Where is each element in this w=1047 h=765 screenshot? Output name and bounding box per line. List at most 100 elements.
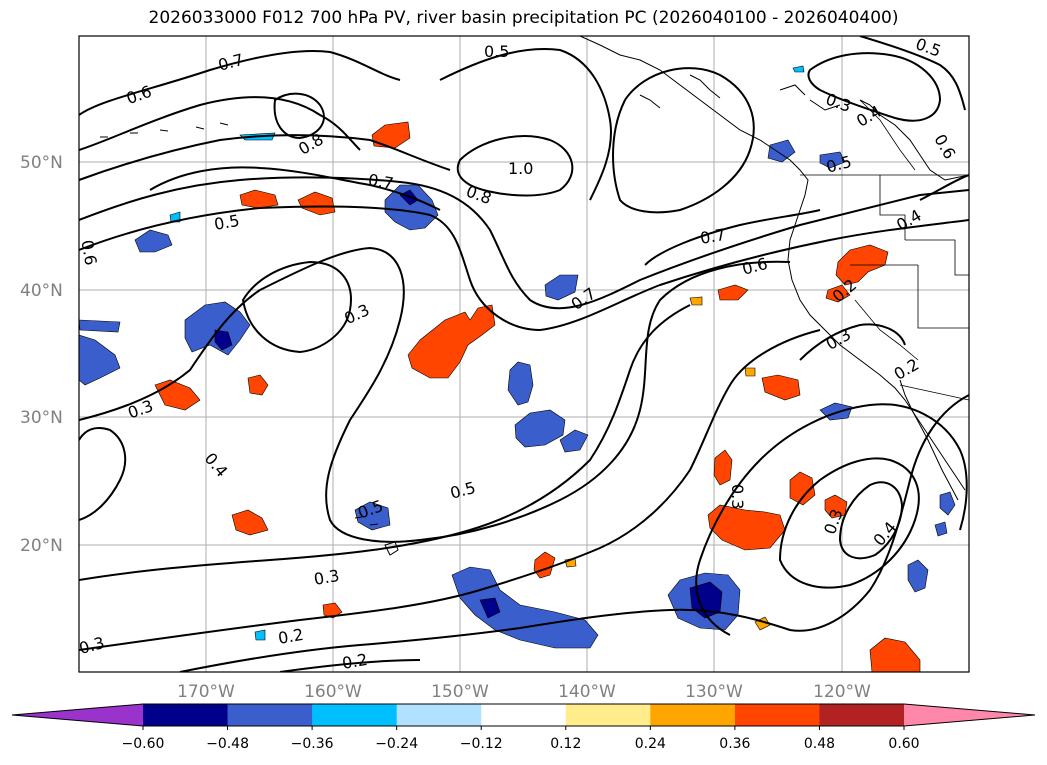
map-title: 2026033000 F012 700 hPa PV, river basin … xyxy=(148,8,899,28)
precip-negative-blob xyxy=(514,409,566,448)
precip-negative-blob xyxy=(169,211,181,223)
precip-positive-blob xyxy=(789,471,816,506)
lon-label-120w: 120°W xyxy=(813,682,871,702)
colorbar-extend-low xyxy=(12,704,143,726)
colorbar-tick-label: −0.12 xyxy=(460,736,503,752)
lat-label-20n: 20°N xyxy=(20,536,63,556)
contour-label: 0.7 xyxy=(699,225,727,248)
precip-positive-blob xyxy=(744,367,756,377)
precip-positive-blob xyxy=(717,284,749,301)
longitude-labels: 170°W 160°W 150°W 140°W 130°W 120°W xyxy=(177,682,871,702)
precip-negative-blob xyxy=(767,139,796,163)
precip-negative-blob xyxy=(907,559,929,593)
pv-contour-line xyxy=(179,394,969,672)
pv-contour-line xyxy=(838,481,904,560)
colorbar-segment xyxy=(396,704,482,726)
pv-contour-line xyxy=(279,659,421,672)
precip-positive-blob xyxy=(297,191,336,216)
precip-positive-blob xyxy=(247,374,269,396)
contour-label: 0.3 xyxy=(728,484,747,509)
pv-contour-line xyxy=(79,329,821,651)
lon-label-170w: 170°W xyxy=(177,682,235,702)
pv-contour-line xyxy=(778,457,920,589)
precip-negative-blob xyxy=(479,597,501,619)
precip-negative-blob xyxy=(134,229,173,253)
pv-contour-line xyxy=(79,134,451,181)
pv-contour-line xyxy=(79,205,969,332)
precip-pc-shading xyxy=(79,65,956,672)
colorbar-tick-label: 0.36 xyxy=(719,736,750,752)
precip-negative-blob xyxy=(792,65,805,73)
colorbar-segment xyxy=(650,704,736,726)
contour-label: 0.5 xyxy=(213,211,241,234)
pv-contour-line xyxy=(456,135,574,197)
precip-positive-blob xyxy=(231,509,269,536)
pv-contour-line xyxy=(273,92,325,140)
pv-contour-line xyxy=(799,323,906,361)
colorbar: −0.60 −0.48 −0.36 −0.24 −0.12 0.12 0.24 0.36 0.4… xyxy=(11,703,1036,752)
precip-negative-blob xyxy=(544,274,579,301)
precip-negative-blob xyxy=(384,184,439,231)
colorbar-segment xyxy=(734,704,820,726)
pv-contour-line xyxy=(919,174,969,201)
precip-positive-blob xyxy=(239,189,279,209)
colorbar-segment xyxy=(312,704,398,726)
precip-negative-blob xyxy=(184,301,251,356)
pv-contour-line xyxy=(79,176,969,310)
contour-label: 0.2 xyxy=(341,650,369,673)
colorbar-tick-label: −0.24 xyxy=(375,736,418,752)
pv-contour-line xyxy=(79,246,791,543)
colorbar-segment xyxy=(565,704,651,726)
pv-contour-line xyxy=(79,49,401,116)
precip-positive-blob xyxy=(825,284,851,303)
colorbar-segment xyxy=(227,704,313,726)
map-frame xyxy=(78,35,970,673)
precip-negative-blob xyxy=(79,334,121,386)
lon-label-160w: 160°W xyxy=(304,682,362,702)
contour-label: 1.0 xyxy=(508,159,533,178)
pv-contour-line xyxy=(859,36,966,111)
lat-label-30n: 30°N xyxy=(20,408,63,428)
colorbar-segment xyxy=(143,704,229,726)
pv-contour-line xyxy=(807,52,942,122)
pv-contour-line xyxy=(79,96,361,151)
colorbar-segment xyxy=(481,704,567,726)
political-borders xyxy=(800,99,969,401)
precip-positive-blob xyxy=(869,637,921,672)
precip-negative-blob xyxy=(507,361,534,406)
precip-negative-blob xyxy=(254,629,266,641)
pv-contour-line xyxy=(79,427,127,521)
colorbar-tick-label: 0.12 xyxy=(550,736,581,752)
precip-negative-blob xyxy=(559,429,589,453)
precip-negative-blob xyxy=(354,501,391,531)
colorbar-tick-label: 0.24 xyxy=(635,736,666,752)
pv-contour-line xyxy=(439,48,612,201)
precip-negative-blob xyxy=(819,151,846,169)
contour-label: 0.7 xyxy=(367,170,395,193)
pv-contour-line xyxy=(695,403,968,636)
lon-label-130w: 130°W xyxy=(685,682,743,702)
colorbar-extend-high xyxy=(904,704,1035,726)
colorbar-tick-label: −0.60 xyxy=(122,736,165,752)
precip-positive-blob xyxy=(407,304,496,379)
pv-contour-line xyxy=(644,209,821,266)
colorbar-segment xyxy=(819,704,905,726)
lat-label-50n: 50°N xyxy=(20,153,63,173)
contour-label: 0.2 xyxy=(277,625,305,648)
pv-contour-line xyxy=(149,166,441,211)
lon-label-150w: 150°W xyxy=(431,682,489,702)
precip-negative-blob xyxy=(214,329,233,351)
contour-label: 0.6 xyxy=(77,238,100,266)
precip-positive-blob xyxy=(689,296,703,306)
precip-negative-blob xyxy=(79,319,121,333)
contour-label: 0.3 xyxy=(312,566,340,589)
lon-label-140w: 140°W xyxy=(558,682,616,702)
pv-contour-line xyxy=(612,67,755,214)
precip-negative-blob xyxy=(934,521,948,537)
pv-contour-line xyxy=(241,260,352,354)
precip-positive-blob xyxy=(761,374,801,401)
latitude-labels: 50°N 40°N 30°N 20°N xyxy=(20,153,63,556)
colorbar-tick-label: −0.36 xyxy=(291,736,334,752)
pv-contours xyxy=(79,36,969,672)
